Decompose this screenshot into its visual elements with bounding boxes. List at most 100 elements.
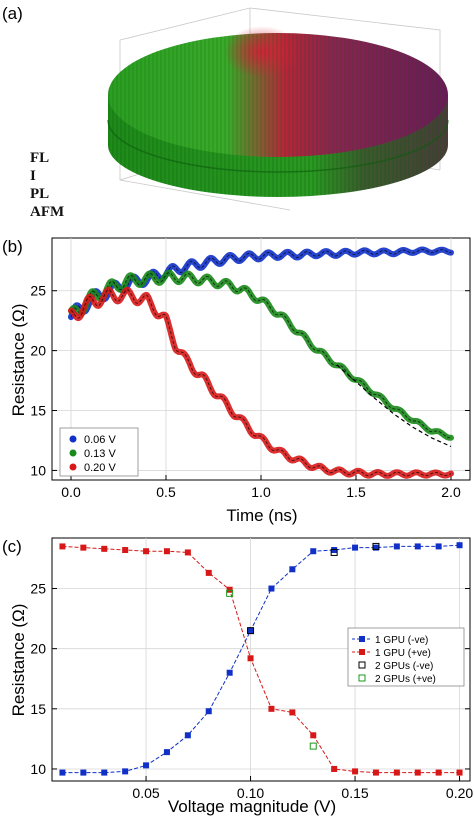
data-point-c-1: [80, 544, 87, 551]
y-tick-label: 15: [30, 403, 46, 419]
legend-label-c-0: 1 GPU (-ve): [375, 635, 428, 646]
legend-label-b-2: 0.20 V: [84, 462, 116, 474]
axis-ticks-c: 0.05 0.10 0.15 0.20 10 15 20 25: [30, 581, 473, 801]
data-point-c-0: [310, 548, 317, 555]
data-point-c-0: [122, 768, 129, 775]
data-point-c-3: [309, 742, 317, 750]
data-point-c-0: [352, 544, 359, 551]
data-point-c-1: [247, 655, 254, 662]
y-tick-label: 15: [30, 701, 46, 717]
legend-marker-c-1: [359, 649, 365, 655]
data-point-c-0: [80, 769, 87, 776]
series-c: [59, 542, 463, 776]
data-point-c-1: [372, 769, 379, 776]
data-point-c-0: [59, 769, 66, 776]
legend-c: 1 GPU (-ve) 1 GPU (+ve) 2 GPUs (-ve) 2 G…: [347, 627, 465, 687]
data-point-c-1: [456, 769, 463, 776]
x-axis-label-b: Time (ns): [226, 506, 297, 525]
y-tick-label: 25: [30, 581, 46, 597]
data-point-c-1: [59, 543, 66, 550]
data-point-c-0: [184, 732, 191, 739]
legend-label-b-1: 0.13 V: [84, 448, 116, 460]
series-dash-b-2: [70, 289, 452, 477]
data-point-c-1: [435, 769, 442, 776]
layer-label-afm: AFM: [30, 204, 64, 220]
legend-label-c-2: 2 GPUs (-ve): [375, 661, 433, 672]
data-point-c-0: [435, 543, 442, 550]
x-tick-label: 2.0: [441, 484, 461, 500]
layer-label-pl: PL: [30, 186, 49, 202]
layer-label-fl: FL: [30, 150, 49, 166]
series-line-b-1: [68, 269, 454, 441]
data-point-c-0: [205, 708, 212, 715]
x-axis-label-c: Voltage magnitude (V): [168, 797, 336, 816]
data-point-c-0: [163, 749, 170, 756]
legend-label-c-3: 2 GPUs (+ve): [375, 674, 436, 685]
series-line-c-0: [62, 544, 460, 774]
data-point-c-2: [330, 548, 338, 556]
data-point-c-1: [143, 548, 150, 555]
data-point-c-1: [268, 705, 275, 712]
data-point-c-2: [372, 542, 380, 550]
panel-b-label: (b): [2, 237, 23, 256]
data-point-c-1: [352, 768, 359, 775]
x-tick-label: 0.5: [156, 484, 176, 500]
data-point-c-1: [310, 732, 317, 739]
y-tick-label: 20: [30, 343, 46, 359]
panel-a: (a) FL I PL AFM: [2, 4, 449, 220]
legend-label-b-0: 0.06 V: [84, 434, 116, 446]
data-point-c-0: [226, 669, 233, 676]
x-tick-label: 0.20: [446, 785, 473, 801]
data-point-c-1: [393, 769, 400, 776]
data-point-c-0: [414, 543, 421, 550]
layer-label-i: I: [30, 168, 36, 184]
legend-marker-c-3: [358, 674, 366, 682]
x-tick-label: 0.15: [341, 785, 368, 801]
legend-marker-b-0: [69, 435, 77, 443]
data-point-c-1: [101, 545, 108, 552]
data-point-c-1: [331, 765, 338, 772]
series-b: [68, 246, 454, 479]
reference-dashed-line: [336, 364, 452, 448]
data-point-c-1: [122, 547, 129, 554]
series-line-c-1: [62, 545, 460, 774]
data-point-c-1: [414, 769, 421, 776]
data-point-c-0: [331, 547, 338, 554]
data-point-c-0: [247, 627, 254, 634]
x-tick-label: 1.0: [251, 484, 271, 500]
data-point-c-3: [226, 589, 234, 597]
x-tick-label: 0.10: [237, 785, 264, 801]
data-point-c-0: [101, 769, 108, 776]
legend-b: 0.06 V 0.13 V 0.20 V: [59, 427, 139, 477]
y-tick-label: 10: [30, 761, 46, 777]
data-point-c-0: [289, 566, 296, 573]
data-point-c-1: [226, 586, 233, 593]
data-point-c-1: [163, 548, 170, 555]
y-axis-label-b: Resistance (Ω): [9, 304, 28, 417]
y-tick-label: 20: [30, 641, 46, 657]
panel-c-label: (c): [2, 537, 22, 556]
data-point-c-1: [205, 569, 212, 576]
data-point-c-2: [247, 627, 255, 635]
legend-marker-b-2: [69, 463, 77, 471]
data-point-c-0: [268, 585, 275, 592]
x-tick-label: 1.5: [346, 484, 366, 500]
data-point-c-0: [372, 544, 379, 551]
legend-marker-b-1: [69, 449, 77, 457]
data-point-c-0: [143, 762, 150, 769]
y-tick-label: 10: [30, 462, 46, 478]
data-point-c-1: [184, 549, 191, 556]
data-point-c-1: [289, 709, 296, 716]
y-tick-label: 25: [30, 283, 46, 299]
legend-marker-c-2: [358, 661, 366, 669]
x-tick-label: 0.05: [132, 785, 159, 801]
data-point-c-0: [456, 542, 463, 549]
x-tick-label: 0.0: [61, 484, 81, 500]
y-axis-label-c: Resistance (Ω): [9, 604, 28, 717]
legend-label-c-1: 1 GPU (+ve): [375, 648, 431, 659]
data-point-c-0: [393, 543, 400, 550]
panel-c: (c) 0.05 0.10 0.15 0.20 10 15 20 25 Voltage mag…: [2, 537, 473, 816]
panel-b: (b) 0.0 0.5 1.0 1.5 2.0 10 15 20 25 Time (ns) Re…: [2, 237, 471, 525]
panel-a-label: (a): [2, 4, 23, 23]
